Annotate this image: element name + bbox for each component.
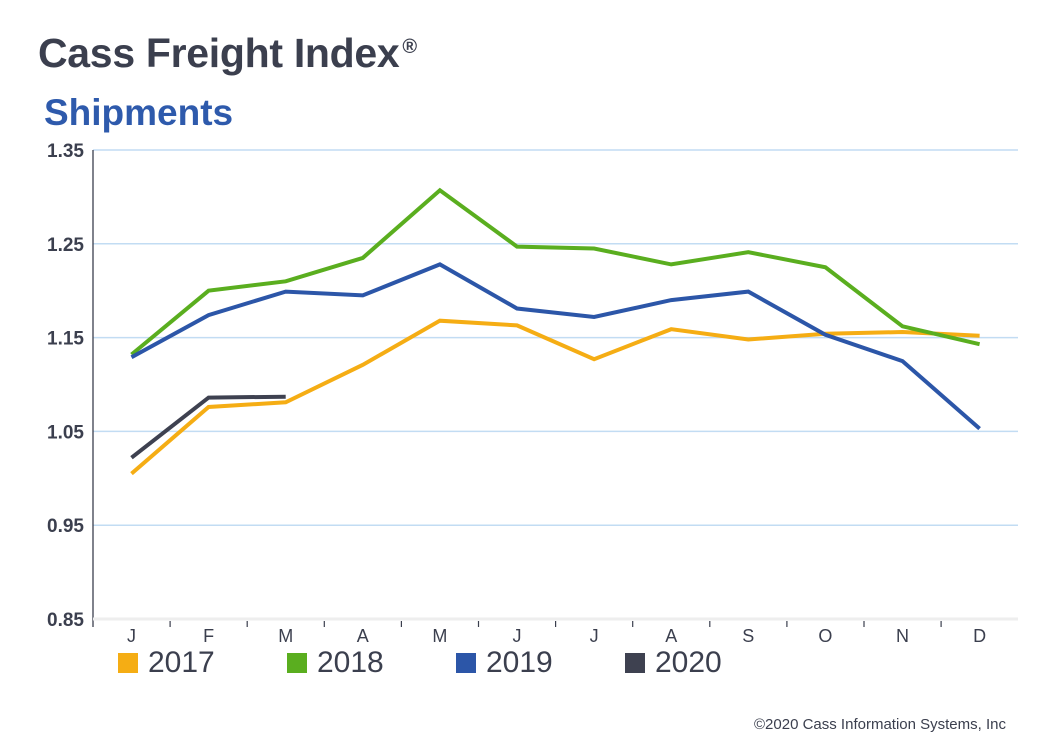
series-line-2019	[130, 262, 981, 431]
gridlines	[93, 149, 1018, 526]
legend-item-2019: 2019	[456, 646, 625, 680]
registered-mark: ®	[402, 36, 417, 58]
legend-label: 2020	[655, 646, 722, 679]
legend-item-2018: 2018	[287, 646, 456, 680]
legend-label: 2018	[317, 646, 384, 679]
y-tick-label: 1.35	[47, 141, 84, 162]
legend-swatch	[287, 653, 307, 673]
legend-swatch	[625, 653, 645, 673]
x-tick-label: N	[896, 626, 909, 646]
series-line-2020	[130, 394, 286, 460]
chart-subtitle: Shipments	[44, 92, 234, 133]
x-tick-label: J	[513, 626, 522, 646]
x-tick-label: J	[127, 626, 136, 646]
y-tick-label: 1.05	[47, 422, 84, 443]
axes	[92, 150, 1018, 627]
legend-label: 2017	[148, 646, 215, 679]
y-tick-label: 1.15	[47, 329, 84, 350]
legend-item-2017: 2017	[118, 646, 287, 680]
x-tick-label: M	[432, 626, 447, 646]
x-tick-label: F	[203, 626, 214, 646]
x-tick-label: A	[665, 626, 677, 646]
y-tick-label: 1.25	[47, 235, 84, 256]
x-tick-label: S	[742, 626, 754, 646]
y-tick-label: 0.95	[47, 516, 84, 537]
chart-title: Cass Freight Index ®	[38, 30, 417, 77]
legend-swatch	[456, 653, 476, 673]
title-text: Cass Freight Index	[38, 30, 400, 76]
series-lines	[130, 187, 981, 476]
x-tick-label: D	[973, 626, 986, 646]
y-axis-ticks: 0.85 0.95 1.05 1.15 1.25 1.35	[47, 141, 84, 631]
x-tick-label: A	[357, 626, 369, 646]
y-tick-label: 0.85	[47, 610, 84, 631]
x-tick-label: M	[278, 626, 293, 646]
legend-label: 2019	[486, 646, 553, 679]
x-tick-label: O	[818, 626, 832, 646]
legend-swatch	[118, 653, 138, 673]
series-line-2018	[130, 187, 981, 357]
legend: 2017 2018 2019 2020	[118, 646, 794, 680]
copyright-text: ©2020 Cass Information Systems, Inc	[754, 716, 1006, 733]
series-line-2017	[130, 318, 980, 476]
legend-item-2020: 2020	[625, 646, 794, 680]
x-tick-label: J	[590, 626, 599, 646]
